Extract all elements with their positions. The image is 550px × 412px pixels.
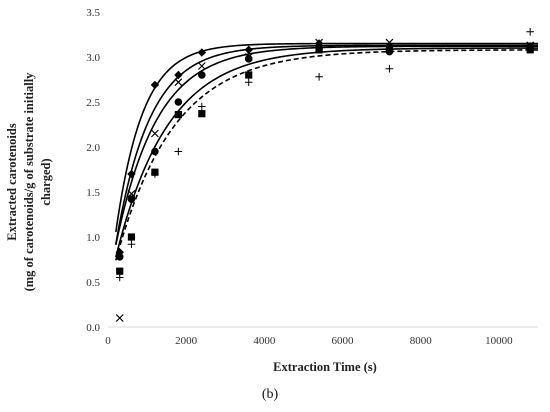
fit-curve-plus [115, 49, 538, 261]
y-axis-title-line-2: (mg of carotenoids/g of substrate initia… [22, 72, 36, 292]
point-plus [315, 73, 323, 81]
fit-curve-square [115, 47, 539, 258]
point-x [115, 314, 124, 322]
point-plus [385, 64, 394, 73]
point-plus [526, 28, 534, 36]
y-tick-label: 0.5 [86, 277, 100, 289]
point-square [127, 233, 136, 241]
point-square [198, 110, 206, 118]
point-plus [115, 273, 124, 282]
point-x [197, 62, 206, 70]
point-plus [127, 240, 136, 248]
point-diamond [174, 70, 183, 80]
y-axis-title: Extracted carotenoids (mg of carotenoids… [5, 72, 53, 292]
point-circle [244, 55, 253, 63]
y-tick-label: 2.5 [86, 97, 100, 109]
x-tick-label: 2000 [175, 335, 198, 347]
point-diamond [197, 48, 207, 57]
point-square [116, 267, 124, 275]
x-tick-label: 4000 [253, 335, 276, 347]
point-circle [151, 147, 159, 156]
point-circle [127, 195, 136, 203]
point-x [174, 78, 183, 87]
y-tick-label: 2.0 [86, 142, 100, 154]
point-square [245, 71, 253, 79]
fit-curve-x [115, 44, 538, 245]
x-tick-label: 8000 [410, 335, 433, 347]
point-square [526, 46, 534, 54]
point-plus [151, 170, 159, 178]
point-diamond [150, 80, 160, 90]
x-tick-label: 10000 [485, 335, 513, 347]
y-tick-label: 3.5 [86, 7, 100, 19]
point-plus [198, 102, 206, 111]
point-square [315, 46, 323, 54]
data-markers [115, 28, 535, 322]
y-tick-label: 1.5 [86, 187, 100, 199]
point-x [127, 189, 136, 198]
point-x [315, 38, 324, 47]
fit-curve-diamond [115, 42, 538, 233]
y-tick-label: 3.0 [86, 52, 100, 64]
y-tick-label: 0.0 [86, 322, 100, 334]
x-tick-label: 0 [105, 335, 111, 347]
x-axis-title: Extraction Time (s) [273, 360, 377, 374]
point-circle [198, 71, 206, 79]
x-tick-label: 6000 [332, 335, 355, 347]
point-diamond [127, 169, 136, 179]
y-tick-label: 1.0 [86, 232, 100, 244]
point-x [150, 129, 159, 138]
fit-curves [115, 42, 539, 261]
point-circle [115, 252, 124, 261]
fit-curve-circle [115, 45, 538, 246]
point-plus [244, 78, 253, 86]
y-axis-title-line-3: charged) [39, 158, 53, 205]
point-plus [174, 147, 183, 156]
tick-labels: 0.0 0.5 1.0 1.5 2.0 2.5 3.0 3.5 0 2000 4000 6000 800… [86, 7, 513, 347]
y-axis-title-line-1: Extracted carotenoids [5, 123, 19, 241]
point-square [385, 44, 394, 52]
panel-label: (b) [262, 387, 279, 402]
point-circle [174, 98, 183, 106]
point-square [174, 111, 182, 119]
point-diamond [244, 45, 253, 54]
